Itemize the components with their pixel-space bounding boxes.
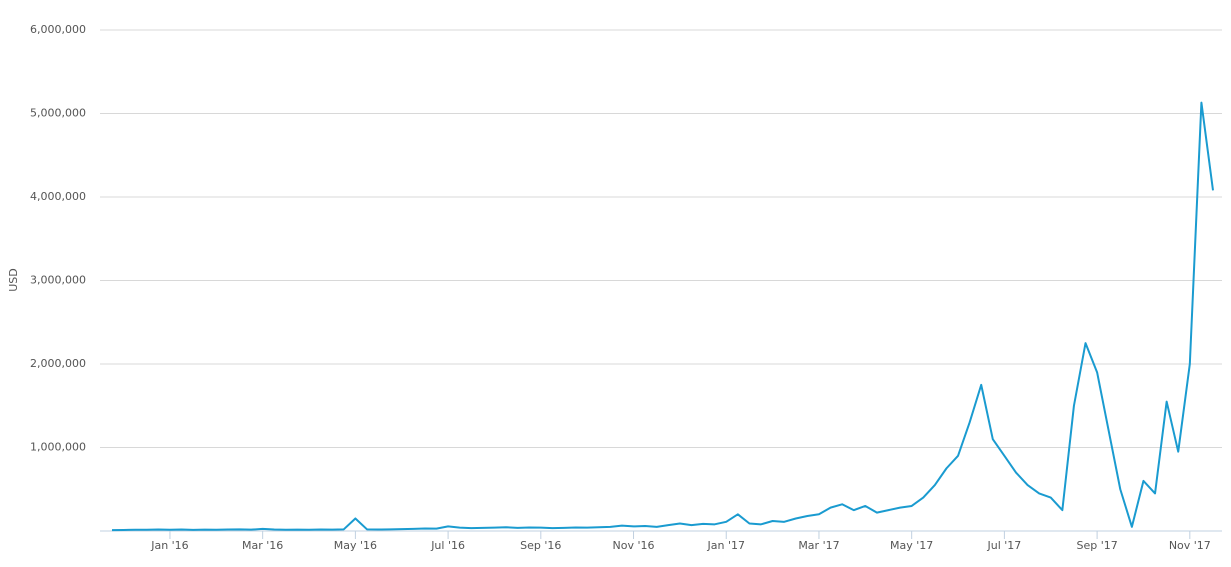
y-tick-label: 5,000,000 [30,107,86,120]
x-tick-label: Nov '17 [1169,539,1211,552]
y-tick-label: 3,000,000 [30,274,86,287]
x-tick-label: May '17 [890,539,933,552]
data-line [111,101,1214,532]
x-tick-label: May '16 [334,539,377,552]
x-tick-label: Nov '16 [613,539,655,552]
y-tick-label: 4,000,000 [30,190,86,203]
x-tick-label: Jan '17 [706,539,744,552]
x-tick-label: Sep '17 [1076,539,1117,552]
x-tick-label: Jan '16 [150,539,188,552]
x-tick-label: Mar '17 [798,539,839,552]
x-tick-label: Jul '17 [986,539,1021,552]
y-tick-label: 2,000,000 [30,357,86,370]
x-tick-label: Sep '16 [520,539,561,552]
y-tick-label: 6,000,000 [30,23,86,36]
y-tick-label: 1,000,000 [30,441,86,454]
x-tick-label: Jul '16 [430,539,465,552]
x-tick-label: Mar '16 [242,539,283,552]
y-axis-title: USD [7,268,20,292]
